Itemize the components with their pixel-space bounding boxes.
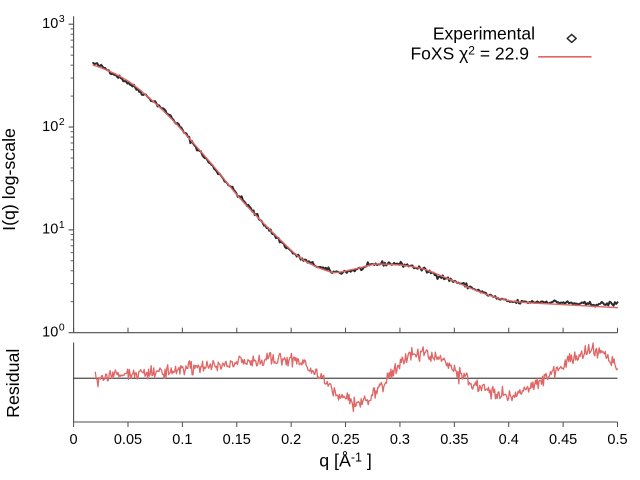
svg-text:0.5: 0.5 bbox=[607, 432, 627, 448]
svg-text:0.05: 0.05 bbox=[114, 432, 142, 448]
svg-text:FoXS χ2 = 22.9: FoXS χ2 = 22.9 bbox=[410, 44, 529, 64]
svg-text:0.2: 0.2 bbox=[281, 432, 301, 448]
svg-text:100: 100 bbox=[42, 322, 65, 340]
svg-text:0.4: 0.4 bbox=[499, 432, 519, 448]
svg-text:0.35: 0.35 bbox=[440, 432, 468, 448]
svg-text:I(q) log-scale: I(q) log-scale bbox=[0, 128, 19, 231]
svg-text:0: 0 bbox=[70, 432, 78, 448]
svg-text:Experimental: Experimental bbox=[433, 24, 535, 44]
svg-text:0.25: 0.25 bbox=[331, 432, 359, 448]
svg-text:102: 102 bbox=[42, 117, 65, 135]
svg-text:0.45: 0.45 bbox=[549, 432, 577, 448]
svg-text:0.3: 0.3 bbox=[390, 432, 410, 448]
svg-text:0.15: 0.15 bbox=[223, 432, 251, 448]
svg-text:103: 103 bbox=[42, 14, 65, 32]
svg-text:q [Å-1 ]: q [Å-1 ] bbox=[319, 451, 372, 471]
svg-text:101: 101 bbox=[42, 220, 65, 238]
svg-text:Residual: Residual bbox=[3, 349, 23, 418]
svg-text:0.1: 0.1 bbox=[172, 432, 192, 448]
